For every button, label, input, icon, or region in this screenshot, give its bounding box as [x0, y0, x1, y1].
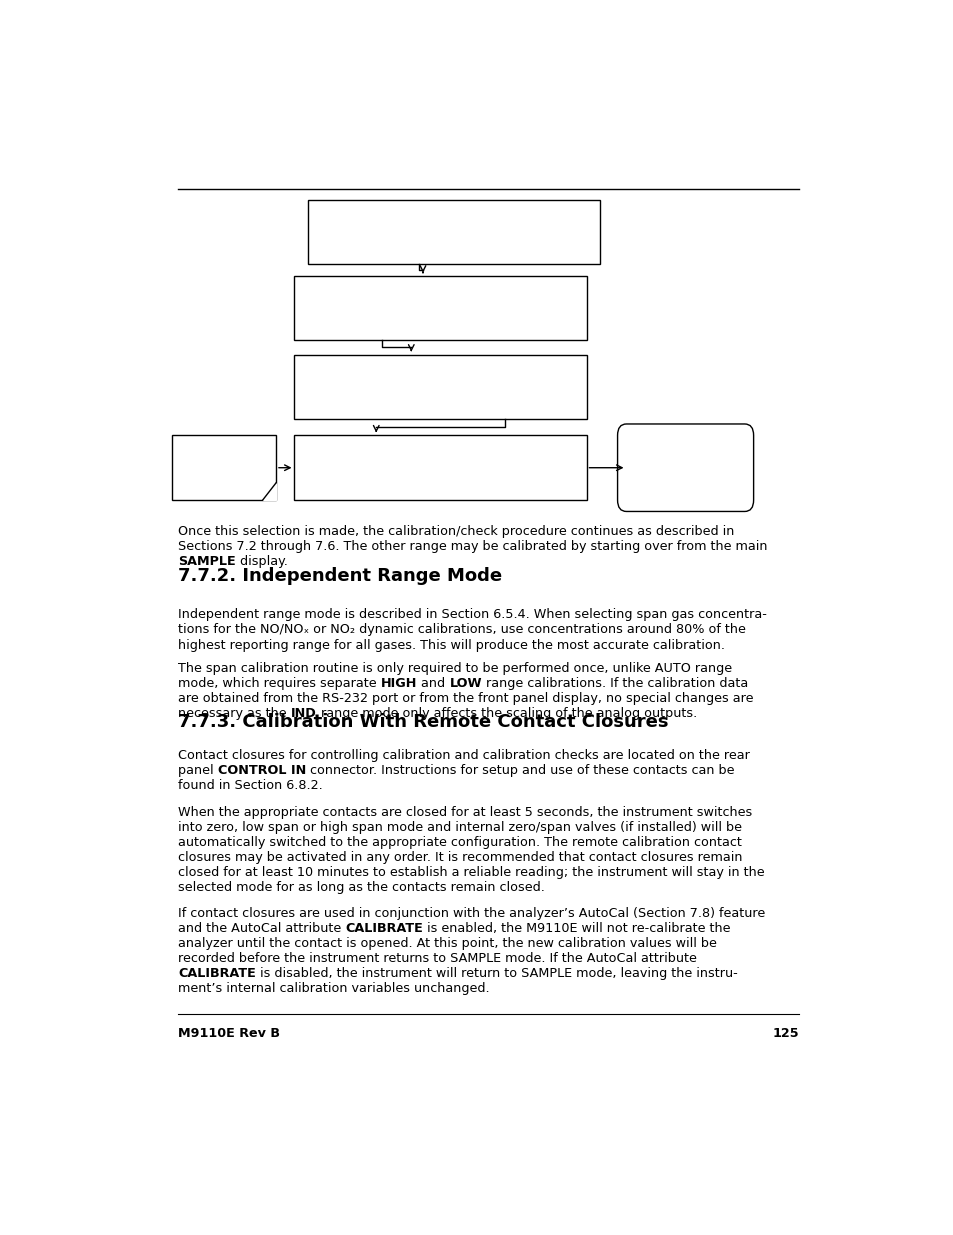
Text: 7.7.3. Calibration With Remote Contact Closures: 7.7.3. Calibration With Remote Contact C…: [178, 713, 668, 731]
Text: LOW: LOW: [449, 677, 481, 689]
Text: into zero, low span or high span mode and internal zero/span valves (if installe: into zero, low span or high span mode an…: [178, 821, 741, 835]
Text: HIGH: HIGH: [380, 677, 417, 689]
Text: recorded before the instrument returns to SAMPLE mode. If the AutoCal attribute: recorded before the instrument returns t…: [178, 952, 697, 965]
Text: Sections 7.2 through 7.6. The other range may be calibrated by starting over fro: Sections 7.2 through 7.6. The other rang…: [178, 540, 767, 553]
Text: is enabled, the M9110E will not re-calibrate the: is enabled, the M9110E will not re-calib…: [423, 923, 730, 935]
Text: SAMPLE: SAMPLE: [178, 555, 235, 568]
Bar: [294, 354, 586, 419]
Text: found in Section 6.8.2.: found in Section 6.8.2.: [178, 779, 323, 792]
Text: M9110E Rev B: M9110E Rev B: [178, 1026, 280, 1040]
Text: analyzer until the contact is opened. At this point, the new calibration values : analyzer until the contact is opened. At…: [178, 937, 717, 950]
Text: IND: IND: [291, 706, 316, 720]
FancyBboxPatch shape: [617, 424, 753, 511]
Text: 7.7.2. Independent Range Mode: 7.7.2. Independent Range Mode: [178, 567, 502, 584]
Bar: [308, 200, 599, 264]
Bar: [294, 436, 586, 500]
Text: highest reporting range for all gases. This will produce the most accurate calib: highest reporting range for all gases. T…: [178, 638, 724, 652]
Text: CALIBRATE: CALIBRATE: [345, 923, 423, 935]
Text: Independent range mode is described in Section 6.5.4. When selecting span gas co: Independent range mode is described in S…: [178, 609, 766, 621]
Text: range mode only affects the scaling of the analog outputs.: range mode only affects the scaling of t…: [316, 706, 697, 720]
Bar: [294, 275, 586, 341]
Text: Contact closures for controlling calibration and calibration checks are located : Contact closures for controlling calibra…: [178, 750, 749, 762]
Text: closures may be activated in any order. It is recommended that contact closures : closures may be activated in any order. …: [178, 851, 742, 864]
Polygon shape: [262, 483, 275, 500]
Text: The span calibration routine is only required to be performed once, unlike AUTO : The span calibration routine is only req…: [178, 662, 732, 674]
Text: If contact closures are used in conjunction with the analyzer’s AutoCal (Section: If contact closures are used in conjunct…: [178, 906, 765, 920]
Text: tions for the NO/NOₓ or NO₂ dynamic calibrations, use concentrations around 80% : tions for the NO/NOₓ or NO₂ dynamic cali…: [178, 624, 745, 636]
Text: panel: panel: [178, 764, 218, 777]
Text: automatically switched to the appropriate configuration. The remote calibration : automatically switched to the appropriat…: [178, 836, 741, 850]
Text: When the appropriate contacts are closed for at least 5 seconds, the instrument : When the appropriate contacts are closed…: [178, 806, 752, 819]
Text: Once this selection is made, the calibration/check procedure continues as descri: Once this selection is made, the calibra…: [178, 525, 734, 537]
Text: closed for at least 10 minutes to establish a reliable reading; the instrument w: closed for at least 10 minutes to establ…: [178, 867, 764, 879]
Text: range calibrations. If the calibration data: range calibrations. If the calibration d…: [481, 677, 747, 689]
Text: selected mode for as long as the contacts remain closed.: selected mode for as long as the contact…: [178, 882, 545, 894]
Text: CONTROL IN: CONTROL IN: [218, 764, 306, 777]
Text: and the AutoCal attribute: and the AutoCal attribute: [178, 923, 345, 935]
Text: are obtained from the RS-232 port or from the front panel display, no special ch: are obtained from the RS-232 port or fro…: [178, 692, 753, 705]
Text: is disabled, the instrument will return to SAMPLE mode, leaving the instru-: is disabled, the instrument will return …: [255, 967, 737, 981]
Text: necessary as the: necessary as the: [178, 706, 291, 720]
Text: CALIBRATE: CALIBRATE: [178, 967, 255, 981]
Bar: [172, 436, 275, 500]
Text: display.: display.: [235, 555, 288, 568]
Text: connector. Instructions for setup and use of these contacts can be: connector. Instructions for setup and us…: [306, 764, 734, 777]
Text: 125: 125: [772, 1026, 799, 1040]
Text: and: and: [417, 677, 449, 689]
Text: ment’s internal calibration variables unchanged.: ment’s internal calibration variables un…: [178, 982, 490, 995]
Text: mode, which requires separate: mode, which requires separate: [178, 677, 380, 689]
